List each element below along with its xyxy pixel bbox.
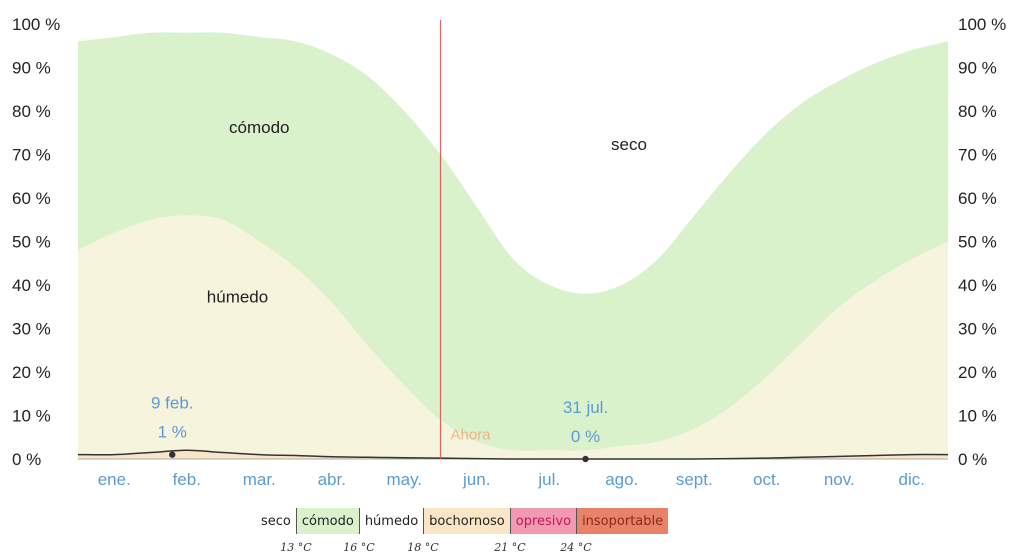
y-tick-right: 80 % — [958, 102, 997, 121]
y-tick-right: 60 % — [958, 189, 997, 208]
annotation-point — [169, 451, 176, 458]
y-tick-left: 20 % — [12, 363, 51, 382]
y-tick-right: 90 % — [958, 59, 997, 78]
x-tick-month: abr. — [318, 470, 346, 489]
x-tick-month: may. — [386, 470, 422, 489]
legend-threshold: 13 °C — [280, 541, 312, 554]
x-tick-month: ago. — [605, 470, 638, 489]
band-label-cómodo: cómodo — [229, 118, 289, 137]
x-tick-month: dic. — [899, 470, 925, 489]
comfort-legend: seco cómodo húmedo bochornoso opresivo insopo… — [256, 508, 669, 534]
y-tick-right: 20 % — [958, 363, 997, 382]
annotation-value: 0 % — [571, 427, 600, 446]
legend-item-bochornoso: bochornoso — [423, 508, 510, 534]
legend-item-insoportable: insoportable — [576, 508, 669, 534]
band-label-húmedo: húmedo — [207, 287, 268, 306]
legend-threshold: 18 °C — [407, 541, 439, 554]
x-tick-month: nov. — [824, 470, 855, 489]
y-tick-left: 10 % — [12, 407, 51, 426]
now-marker-label: Ahora — [451, 426, 492, 443]
annotation-value: 1 % — [158, 423, 187, 442]
x-tick-month: sept. — [676, 470, 713, 489]
bochornoso-line — [77, 449, 949, 460]
y-tick-right: 70 % — [958, 146, 997, 165]
humidity-comfort-chart: Ahora 0 % 10 % 20 % 30 % 40 % 50 % 60 % 70 % 80 %… — [12, 15, 1006, 489]
y-tick-right: 50 % — [958, 233, 997, 252]
band-label-seco: seco — [611, 135, 647, 154]
y-tick-left: 0 % — [12, 450, 41, 469]
x-tick-month: jun. — [462, 470, 490, 489]
annotation-point — [582, 455, 589, 463]
y-tick-left: 60 % — [12, 189, 51, 208]
legend-item-opresivo: opresivo — [509, 508, 577, 534]
band-bochornoso — [78, 450, 948, 460]
band-húmedo — [78, 215, 948, 459]
y-tick-left: 90 % — [12, 59, 51, 78]
legend-threshold: 16 °C — [343, 541, 375, 554]
x-tick-month: oct. — [753, 470, 780, 489]
y-tick-left: 40 % — [12, 276, 51, 295]
legend-item-seco: seco — [256, 508, 296, 534]
y-tick-left: 50 % — [12, 233, 51, 252]
legend-item-cómodo: cómodo — [295, 508, 359, 534]
x-tick-month: feb. — [173, 470, 201, 489]
x-tick-month: jul. — [537, 470, 560, 489]
y-tick-left: 30 % — [12, 320, 51, 339]
legend-threshold: 21 °C — [494, 541, 526, 554]
legend-thresholds: 13 °C 16 °C 18 °C 21 °C 24 °C — [0, 541, 1023, 557]
y-tick-right: 10 % — [958, 407, 997, 426]
y-tick-left: 80 % — [12, 102, 51, 121]
y-tick-right: 0 % — [958, 450, 987, 469]
legend-threshold: 24 °C — [560, 541, 592, 554]
y-tick-left: 100 % — [12, 15, 60, 34]
x-tick-month: mar. — [243, 470, 276, 489]
annotation-date: 31 jul. — [563, 398, 608, 417]
legend-item-húmedo: húmedo — [358, 508, 424, 534]
y-tick-right: 40 % — [958, 276, 997, 295]
y-tick-right: 100 % — [958, 15, 1006, 34]
y-tick-right: 30 % — [958, 320, 997, 339]
y-tick-left: 70 % — [12, 146, 51, 165]
x-tick-month: ene. — [98, 470, 131, 489]
annotation-date: 9 feb. — [151, 394, 194, 413]
